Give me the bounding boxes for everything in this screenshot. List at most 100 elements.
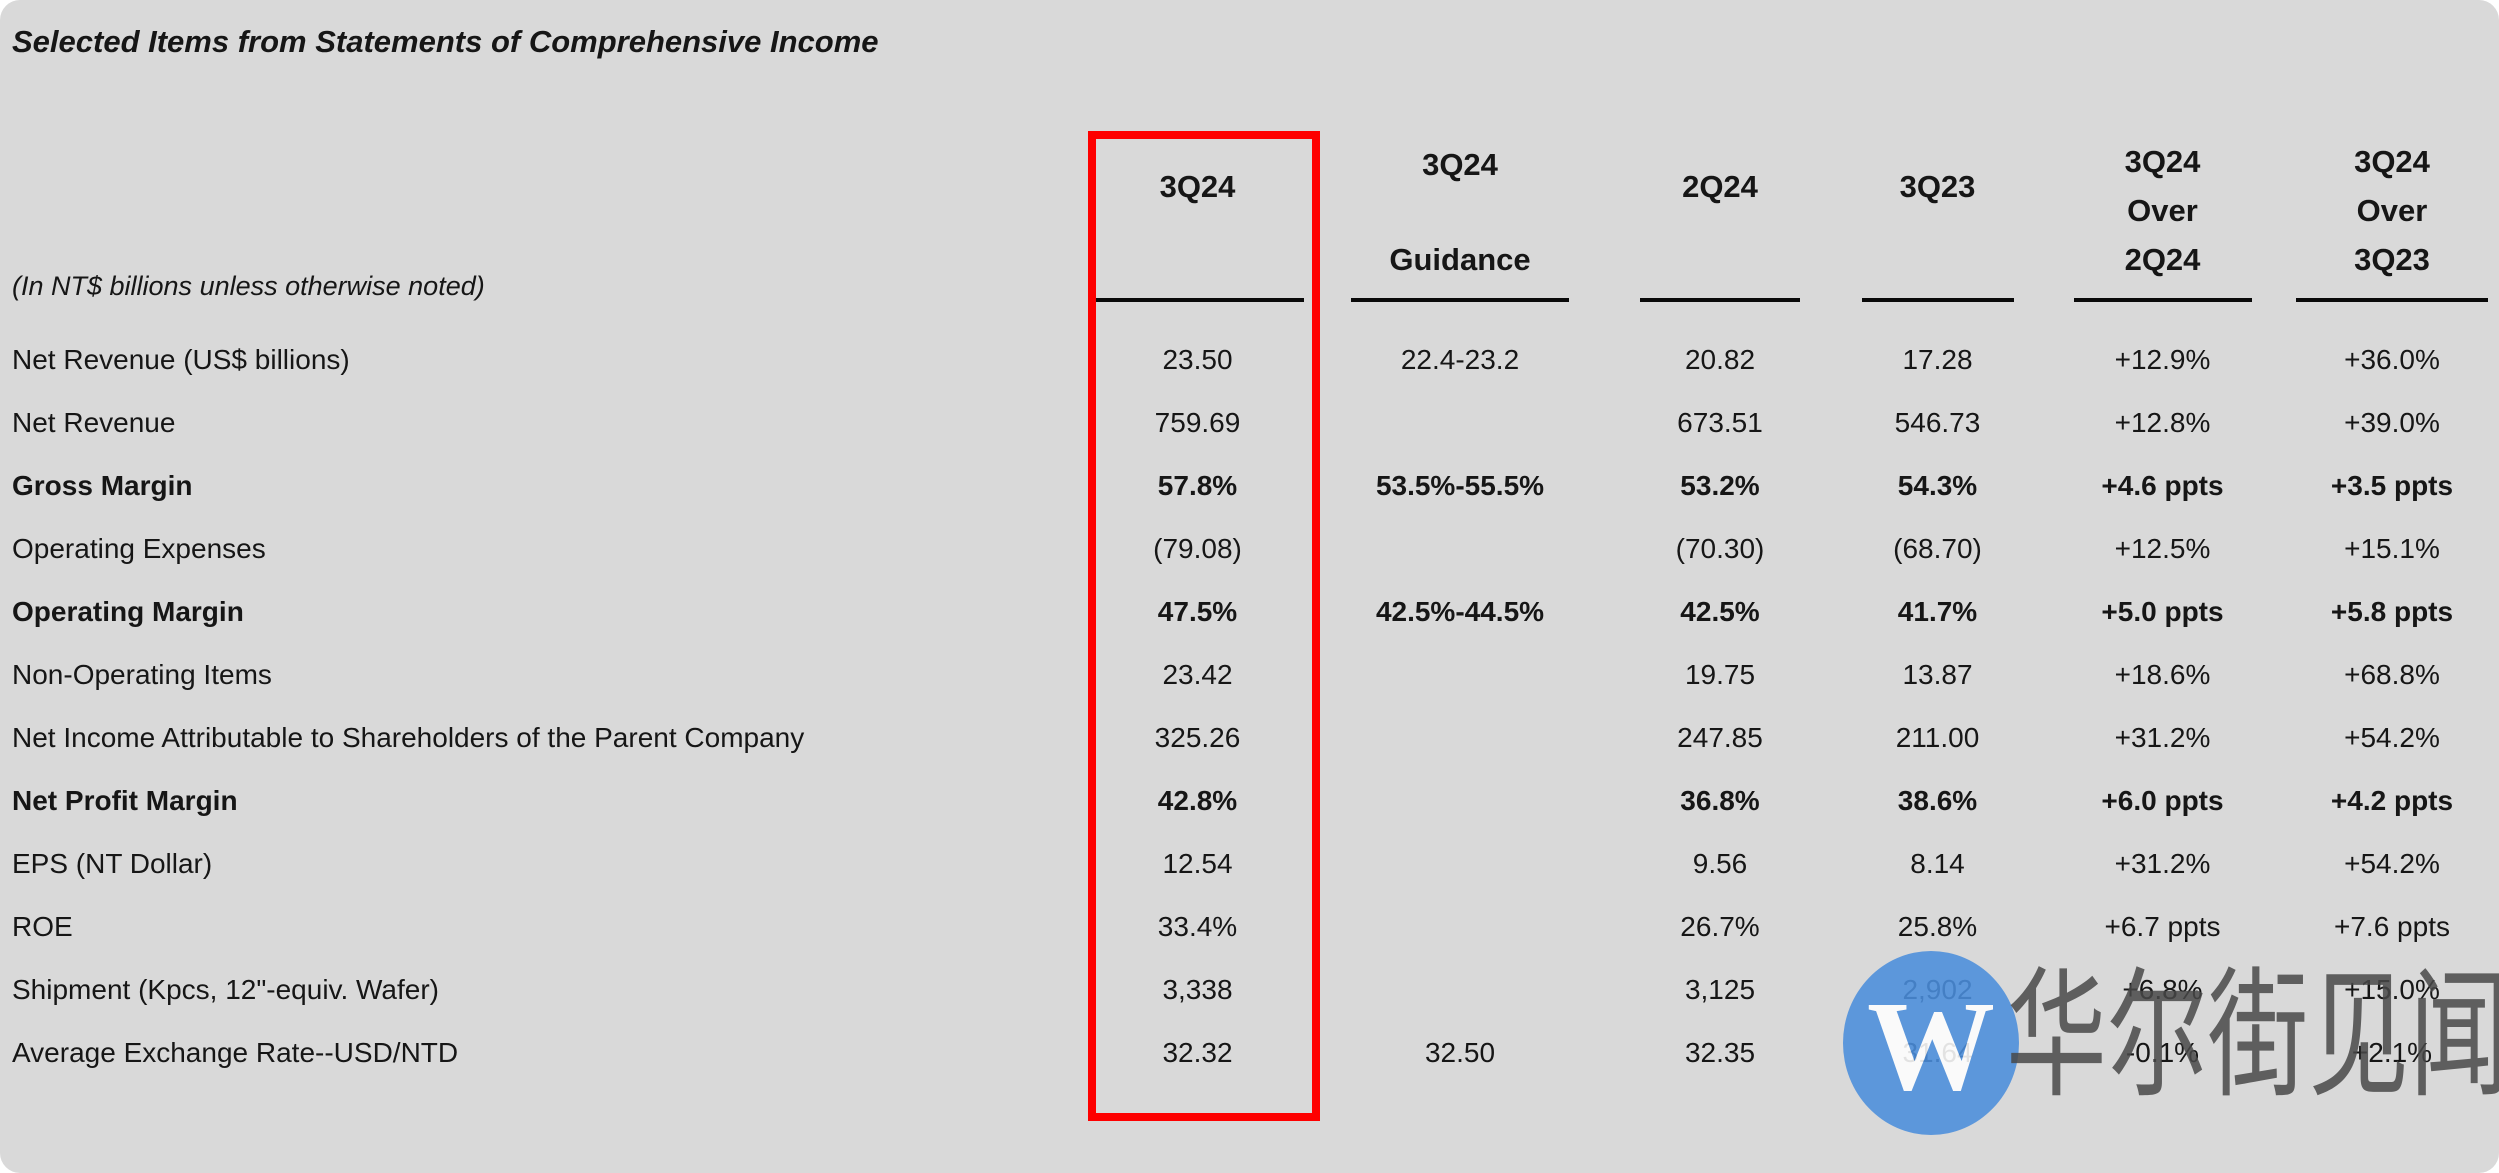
cell-q3_24: 12.54	[1162, 847, 1233, 879]
header-underline	[2296, 298, 2488, 302]
row-label: Shipment (Kpcs, 12"-equiv. Wafer)	[12, 973, 439, 1005]
row-label: ROE	[12, 910, 73, 942]
row-label: Non-Operating Items	[12, 658, 272, 690]
wallstreetcn-logo-icon: W	[1843, 951, 2019, 1135]
cell-qoq: +18.6%	[2114, 658, 2211, 690]
units-note: (In NT$ billions unless otherwise noted)	[12, 271, 485, 301]
row-label: Net Revenue (US$ billions)	[12, 343, 350, 375]
cell-q3_23: 546.73	[1894, 406, 1981, 438]
cell-q3_23: 54.3%	[1897, 469, 1978, 501]
row-label: EPS (NT Dollar)	[12, 847, 213, 879]
cell-q2_24: 42.5%	[1680, 595, 1760, 627]
cell-qoq: +31.2%	[2114, 847, 2211, 879]
income-statement-table: (In NT$ billions unless otherwise noted)…	[0, 88, 2499, 1084]
cell-q3_24: 33.4%	[1157, 910, 1238, 942]
cell-q3_24: 32.32	[1162, 1036, 1233, 1068]
table-row: ROE 33.4% 26.7% 25.8% +6.7 ppts +7.6 ppts	[0, 895, 2499, 958]
watermark-text: 华尔街见闻	[2006, 955, 2499, 1118]
cell-yoy: +5.8 ppts	[2330, 595, 2454, 627]
cell-qoq: +6.8%	[2122, 973, 2203, 1005]
cell-q3_23: 17.28	[1902, 343, 1973, 375]
cell-q3_24: 23.50	[1162, 343, 1233, 375]
cell-q2_24: 20.82	[1684, 343, 1756, 375]
table-row: Net Profit Margin 42.8% 36.8% 38.6% +6.0 ppt…	[0, 769, 2499, 832]
cell-yoy: +7.6 ppts	[2334, 910, 2450, 942]
cell-yoy: +4.2 ppts	[2330, 784, 2454, 816]
cell-q2_24: 32.35	[1684, 1036, 1756, 1068]
column-header-line: Guidance	[1389, 242, 1531, 278]
cell-qoq: -0.1%	[2125, 1036, 2200, 1068]
header-underline	[1861, 298, 2014, 302]
row-label: Gross Margin	[12, 469, 193, 501]
cell-q3_24: (79.08)	[1153, 532, 1242, 564]
header-underline	[1091, 298, 1304, 302]
cell-q2_24: 9.56	[1692, 847, 1748, 879]
cell-q2_24: 19.75	[1684, 658, 1756, 690]
row-label: Average Exchange Rate--USD/NTD	[12, 1036, 459, 1068]
header-underline	[2073, 298, 2252, 302]
table-row: Net Income Attributable to Shareholders …	[0, 706, 2499, 769]
cell-q3_24: 759.69	[1154, 406, 1241, 438]
table-header-row: (In NT$ billions unless otherwise noted)…	[0, 88, 2499, 328]
header-underline	[1640, 298, 1800, 302]
cell-q3_23: (68.70)	[1893, 532, 1982, 564]
column-header-line: 3Q23	[2354, 242, 2430, 278]
cell-yoy: +2.1%	[2351, 1036, 2433, 1068]
column-header-line: Over	[2127, 193, 2198, 229]
table-row: Net Revenue (US$ billions) 23.50 22.4-23.2…	[0, 328, 2499, 391]
cell-q2_24: 53.2%	[1680, 469, 1760, 501]
table-row: Operating Margin 47.5% 42.5%-44.5% 42.5% 41.…	[0, 580, 2499, 643]
table-row: Net Revenue 759.69 673.51 546.73 +12.8% +39.0…	[0, 391, 2499, 454]
cell-q3_23: 41.7%	[1897, 595, 1978, 627]
cell-qoq: +4.6 ppts	[2101, 469, 2224, 501]
table-row: EPS (NT Dollar) 12.54 9.56 8.14 +31.2% +54.2%	[0, 832, 2499, 895]
cell-guidance_3q24: 42.5%-44.5%	[1375, 595, 1545, 627]
cell-qoq: +31.2%	[2114, 721, 2211, 753]
slide-title: Selected Items from Statements of Compre…	[12, 24, 879, 59]
cell-yoy: +39.0%	[2344, 406, 2440, 438]
row-label: Operating Margin	[12, 595, 244, 627]
w-logo-letter: W	[1867, 975, 1995, 1117]
cell-guidance_3q24: 53.5%-55.5%	[1375, 469, 1545, 501]
cell-qoq: +5.0 ppts	[2101, 595, 2224, 627]
column-header-line: 2Q24	[1682, 168, 1758, 204]
cell-guidance_3q24: 32.50	[1424, 1036, 1496, 1068]
cell-q3_24: 47.5%	[1157, 595, 1238, 627]
cell-q3_23: 13.87	[1902, 658, 1973, 690]
cell-q2_24: 673.51	[1677, 406, 1763, 438]
row-label: Net Income Attributable to Shareholders …	[12, 721, 805, 753]
cell-q3_24: 57.8%	[1157, 469, 1238, 501]
table-row: Non-Operating Items 23.42 19.75 13.87 +18.6%…	[0, 643, 2499, 706]
cell-q3_23: 211.00	[1895, 721, 1980, 753]
cell-q2_24: 3,125	[1684, 973, 1756, 1005]
column-header-q3_24: 3Q24	[1080, 88, 1315, 328]
cell-yoy: +15.1%	[2344, 532, 2440, 564]
column-header-line: Over	[2356, 193, 2428, 229]
cell-qoq: +12.9%	[2114, 343, 2211, 375]
column-header-line: 3Q24	[1422, 147, 1498, 182]
cell-q3_24: 325.26	[1154, 721, 1241, 753]
cell-qoq: +12.8%	[2114, 406, 2211, 438]
cell-yoy: +68.8%	[2344, 658, 2440, 690]
cell-q2_24: 36.8%	[1680, 784, 1760, 816]
cell-yoy: +15.0%	[2344, 973, 2440, 1005]
column-header-line: 3Q24	[2354, 144, 2430, 180]
column-header-guidance_3q24: 3Q24 Guidance	[1315, 88, 1605, 328]
cell-q3_23: 25.8%	[1897, 910, 1978, 942]
cell-q3_24: 3,338	[1162, 973, 1233, 1005]
cell-q3_23: 38.6%	[1897, 784, 1978, 816]
column-header-q2_24: 2Q24	[1605, 88, 1835, 328]
row-label: Net Profit Margin	[12, 784, 238, 816]
cell-yoy: +3.5 ppts	[2330, 469, 2454, 501]
cell-qoq: +6.7 ppts	[2104, 910, 2221, 942]
column-header-line: 3Q24	[1159, 168, 1236, 204]
cell-qoq: +6.0 ppts	[2101, 784, 2224, 816]
cell-qoq: +12.5%	[2114, 532, 2211, 564]
cell-q3_23: 8.14	[1910, 847, 1965, 879]
cell-yoy: +36.0%	[2344, 343, 2440, 375]
column-header-qoq: 3Q24 Over 2Q24	[2040, 88, 2285, 328]
column-header-line: 2Q24	[2124, 242, 2201, 278]
cell-q2_24: (70.30)	[1675, 532, 1765, 564]
row-label: Operating Expenses	[12, 532, 266, 564]
